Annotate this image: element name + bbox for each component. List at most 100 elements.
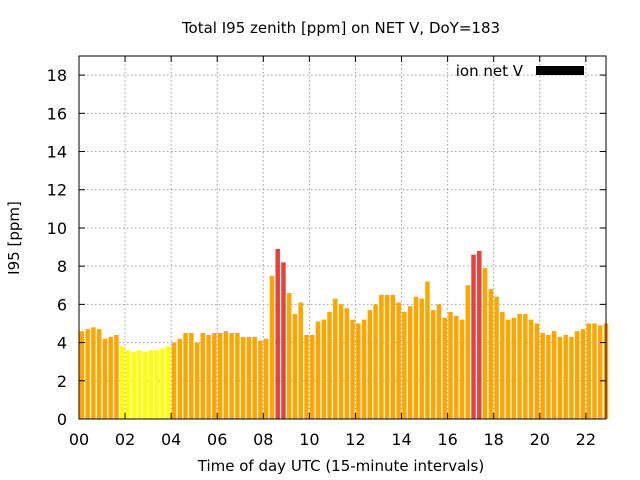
y-tick-label: 18 <box>47 66 67 85</box>
x-tick-label: 08 <box>253 430 273 449</box>
bar <box>79 331 85 419</box>
bar <box>551 331 557 419</box>
y-tick-label: 2 <box>57 372 67 391</box>
bar <box>436 304 442 419</box>
bar <box>482 268 488 419</box>
bar <box>108 336 113 419</box>
bar <box>263 338 269 419</box>
y-tick-label: 14 <box>47 143 67 162</box>
bar <box>154 350 159 419</box>
x-tick-label: 06 <box>207 430 227 449</box>
bar <box>240 336 246 419</box>
y-tick-label: 0 <box>57 410 67 429</box>
bar <box>114 334 119 419</box>
bar <box>304 334 309 419</box>
bar <box>597 325 603 419</box>
x-axis-label: Time of day UTC (15-minute intervals) <box>197 457 484 475</box>
bar <box>160 348 165 419</box>
bar <box>183 333 188 419</box>
bar <box>142 352 148 419</box>
grid-lines <box>79 56 606 419</box>
bar <box>494 296 499 419</box>
bar <box>194 342 200 419</box>
legend-swatch <box>536 66 584 75</box>
bar <box>379 294 384 419</box>
bar <box>148 350 154 419</box>
x-tick-label: 00 <box>69 430 89 449</box>
plot-frame <box>78 55 607 420</box>
bar <box>396 302 401 419</box>
bar <box>390 294 396 419</box>
bar <box>286 292 292 419</box>
y-tick-label: 4 <box>57 334 67 353</box>
bar <box>217 333 223 419</box>
bar <box>119 346 125 419</box>
bar <box>269 275 275 419</box>
bar <box>235 333 240 419</box>
bar <box>373 304 378 419</box>
bar <box>361 319 367 419</box>
x-tick-label: 18 <box>484 430 504 449</box>
bar <box>454 315 459 419</box>
bar <box>131 352 136 419</box>
bar <box>523 313 528 419</box>
bar <box>166 346 171 419</box>
legend-label: ion net V <box>456 62 524 80</box>
y-tick-label: 8 <box>57 257 67 276</box>
bar <box>448 312 453 419</box>
bar <box>505 319 511 419</box>
bar <box>569 336 574 419</box>
bar <box>315 321 321 419</box>
bar <box>200 333 206 419</box>
bar <box>557 336 563 419</box>
bar <box>275 248 280 419</box>
x-tick-label: 16 <box>437 430 457 449</box>
bar <box>189 333 194 419</box>
bar <box>206 334 211 419</box>
bar <box>137 350 142 419</box>
bar <box>471 254 476 419</box>
bar <box>212 333 217 419</box>
bar <box>177 338 183 419</box>
x-tick-label: 10 <box>299 430 319 449</box>
bar <box>367 310 373 419</box>
bar <box>534 323 540 419</box>
bar <box>500 312 505 419</box>
x-tick-label: 20 <box>530 430 550 449</box>
bar <box>402 312 407 419</box>
bar <box>430 310 436 419</box>
y-tick-label: 16 <box>47 104 67 123</box>
bar <box>586 323 591 419</box>
y-tick-label: 10 <box>47 219 67 238</box>
bar <box>125 350 131 419</box>
legend: ion net V <box>456 62 584 80</box>
bar <box>171 342 177 419</box>
y-tick-label: 6 <box>57 295 67 314</box>
bar <box>321 319 327 419</box>
bars <box>79 248 609 419</box>
bar <box>540 333 545 419</box>
bar <box>344 308 350 419</box>
bar <box>407 306 413 419</box>
bar <box>488 289 494 419</box>
bar <box>511 317 517 419</box>
bar <box>419 298 424 419</box>
bar <box>592 323 597 419</box>
bar <box>442 317 447 419</box>
bar <box>517 313 522 419</box>
bar <box>338 304 344 419</box>
bar <box>528 319 534 419</box>
y-axis-label: I95 [ppm] <box>5 201 23 275</box>
bar <box>384 294 390 419</box>
bar <box>298 302 303 419</box>
bar <box>281 262 286 419</box>
bar <box>459 319 465 419</box>
bar <box>246 336 252 419</box>
chart-title: Total I95 zenith [ppm] on NET V, DoY=183 <box>181 19 500 37</box>
bar <box>563 334 568 419</box>
bar <box>96 329 102 419</box>
bar <box>310 334 315 419</box>
x-tick-label: 22 <box>576 430 596 449</box>
bar <box>292 313 298 419</box>
